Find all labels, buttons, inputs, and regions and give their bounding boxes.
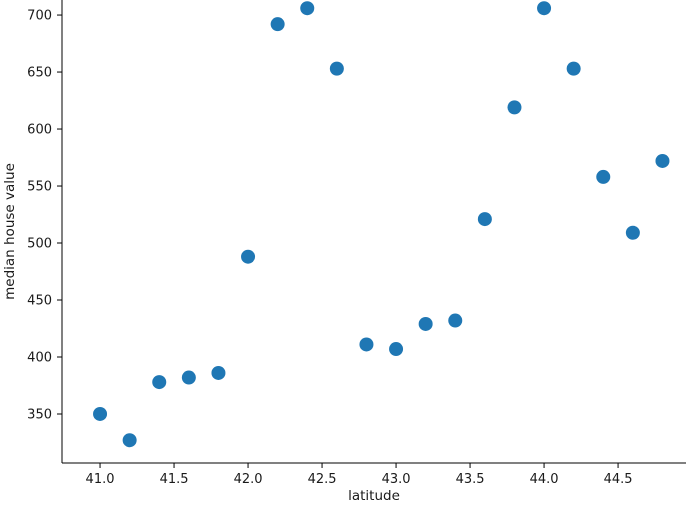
data-point [359,337,374,352]
data-point [211,365,226,380]
data-point [300,1,315,16]
data-point [270,17,285,32]
x-tick-label: 43.0 [382,472,411,487]
x-tick-label: 44.5 [604,472,633,487]
y-tick-label: 350 [27,407,52,422]
data-point [389,342,404,357]
y-tick-label: 400 [27,350,52,365]
y-tick-label: 550 [27,180,52,195]
data-point [93,406,108,421]
x-axis-label: latitude [348,488,400,504]
x-tick-label: 41.5 [160,472,189,487]
y-tick-label: 650 [27,66,52,81]
x-tick-label: 43.5 [456,472,485,487]
data-point [418,316,433,331]
x-tick-label: 42.5 [308,472,337,487]
data-point [537,1,552,16]
data-point [329,61,344,76]
x-tick-label: 41.0 [86,472,115,487]
data-point [152,375,167,390]
x-tick-label: 42.0 [234,472,263,487]
data-point [122,433,137,448]
data-point [655,153,670,168]
y-tick-label: 450 [27,294,52,309]
data-point [625,225,640,240]
data-point [566,61,581,76]
data-point [507,100,522,115]
y-tick-label: 600 [27,123,52,138]
data-point [596,169,611,184]
y-tick-label: 500 [27,237,52,252]
x-tick-label: 44.0 [530,472,559,487]
y-tick-label: 700 [27,9,52,24]
data-point [241,249,256,264]
data-point [181,370,196,385]
y-axis-label: median house value [2,163,18,300]
data-point [448,313,463,328]
data-point [477,212,492,227]
